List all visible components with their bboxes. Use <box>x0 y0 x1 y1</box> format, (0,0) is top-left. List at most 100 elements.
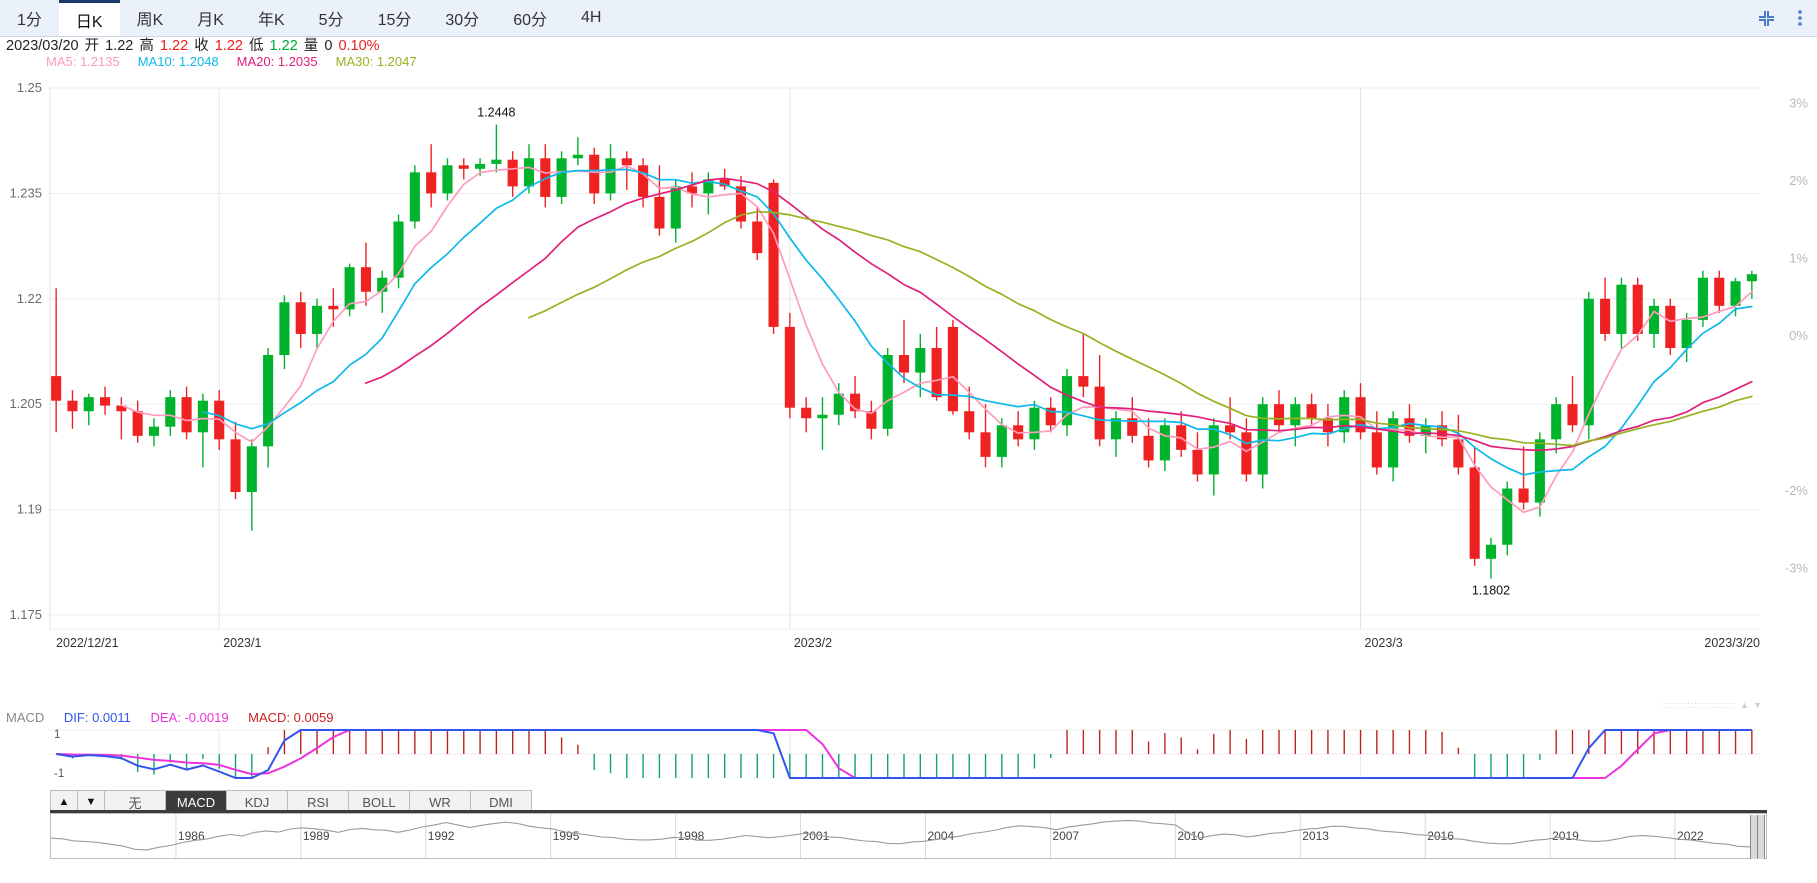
navigator-price-line <box>51 819 1751 851</box>
navigator-svg: 1986 1989 1992 1995 1998 2001 2004 2007 2010 2013… <box>51 814 1751 858</box>
candlestick <box>523 144 535 194</box>
macd-axis-label: 1 <box>54 729 60 741</box>
ma-legend-3: MA30: 1.2047 <box>335 54 417 69</box>
indicator-button-DMI[interactable]: DMI <box>471 791 531 813</box>
navigator-right-handle[interactable] <box>1750 815 1765 859</box>
macd-dea-value: DEA: -0.0019 <box>150 710 229 725</box>
ma-legend-0: MA5: 1.2135 <box>46 54 120 69</box>
tab-1分[interactable]: 1分 <box>17 12 42 29</box>
candlestick <box>393 214 404 289</box>
navigator-year-tick: 2013 <box>1302 829 1329 843</box>
candlestick <box>817 397 828 450</box>
macd-legend: MACD DIF: 0.0011 DEA: -0.0019 MACD: 0.00… <box>6 710 349 725</box>
candlestick <box>915 333 926 398</box>
more-vertical-icon[interactable] <box>1783 0 1817 36</box>
candlestick <box>279 295 290 370</box>
low-value: 1.22 <box>269 38 298 54</box>
indicator-button-RSI[interactable]: RSI <box>288 791 349 813</box>
candlestick <box>1453 414 1464 475</box>
tab-60分[interactable]: 60分 <box>513 12 547 29</box>
price-chart-svg: 1.25 1.235 1.22 1.205 1.19 1.175 3% 2% 1% 0% -2% -3… <box>9 80 1808 650</box>
candlestick <box>1665 298 1676 356</box>
close-value: 1.22 <box>214 38 243 54</box>
tabbar-spacer <box>618 0 1749 36</box>
y-axis-tick-right: 0% <box>1789 328 1808 343</box>
candlestick <box>686 172 698 208</box>
y-axis-tick-left: 1.235 <box>9 185 42 200</box>
tab-周K[interactable]: 周K <box>136 12 164 29</box>
candlestick <box>1746 270 1757 299</box>
navigator-year-tick: 1995 <box>553 829 580 843</box>
navigator-top-bar <box>50 810 1767 814</box>
candlestick <box>1355 383 1366 440</box>
candlestick <box>311 298 323 348</box>
scroll-hint[interactable]: ::::::::::::::::::::: ▲ ▼ <box>1663 700 1762 710</box>
indicator-button-KDJ[interactable]: KDJ <box>227 791 288 813</box>
ma-line-MA20 <box>365 177 1753 452</box>
candlestick <box>263 347 274 468</box>
tab-5分[interactable]: 5分 <box>318 12 344 29</box>
candlestick <box>1225 397 1236 440</box>
indicator-button-BOLL[interactable]: BOLL <box>349 791 410 813</box>
indicator-button-无[interactable]: 无 <box>105 791 166 813</box>
candlestick <box>1485 537 1497 579</box>
indicator-button-MACD[interactable]: MACD <box>166 791 227 813</box>
candlestick <box>784 312 795 419</box>
navigator-year-tick: 2001 <box>803 829 830 843</box>
collapse-icon[interactable] <box>1749 0 1783 36</box>
candlestick <box>1029 400 1040 450</box>
indicator-button-WR[interactable]: WR <box>410 791 471 813</box>
candlestick <box>931 326 942 401</box>
x-axis-tick: 2023/3/20 <box>1704 636 1760 650</box>
candlestick <box>1045 397 1056 433</box>
quote-date: 2023/03/20 <box>6 38 79 54</box>
candlestick <box>801 397 812 433</box>
tab-4H[interactable]: 4H <box>581 9 602 26</box>
navigator-year-tick: 1998 <box>678 829 705 843</box>
candlestick <box>866 400 877 440</box>
y-axis-tick-right: 3% <box>1789 96 1808 111</box>
scroll-down-icon[interactable]: ▼ <box>1753 700 1762 710</box>
candlestick <box>1567 376 1578 433</box>
indicator-button-▼[interactable]: ▼ <box>78 791 105 813</box>
y-axis-tick-left: 1.205 <box>9 396 42 411</box>
scroll-up-icon[interactable]: ▲ <box>1740 700 1750 710</box>
indicator-button-▲[interactable]: ▲ <box>51 791 78 813</box>
range-navigator[interactable]: 1986 1989 1992 1995 1998 2001 2004 2007 2010 2013… <box>50 813 1767 859</box>
tab-日K[interactable]: 日K <box>58 0 120 36</box>
candlestick <box>898 319 910 384</box>
navigator-year-tick: 2016 <box>1427 829 1454 843</box>
change-percent: 0.10% <box>338 38 380 54</box>
candlestick <box>703 172 714 215</box>
candlestick <box>1322 404 1333 447</box>
x-axis-tick: 2023/1 <box>223 636 261 650</box>
candlestick <box>67 390 78 429</box>
candlestick <box>1208 418 1219 496</box>
macd-panel[interactable]: 1 -1 <box>0 722 1817 786</box>
candlestick <box>1159 418 1170 471</box>
macd-macd-value: MACD: 0.0059 <box>248 710 334 725</box>
quote-info-line: 2023/03/20 开 1.22 高 1.22 收 1.22 低 1.22 量… <box>6 38 382 54</box>
ma-line-MA5 <box>120 165 1753 514</box>
y-axis-tick-right: 2% <box>1789 173 1808 188</box>
candlestick <box>719 168 730 190</box>
candlestick <box>148 418 160 447</box>
candlestick <box>980 404 991 468</box>
tab-15分[interactable]: 15分 <box>377 12 412 29</box>
tab-年K[interactable]: 年K <box>257 12 285 29</box>
price-chart-panel[interactable]: 1.25 1.235 1.22 1.205 1.19 1.175 3% 2% 1% 0% -2% -3… <box>0 70 1817 695</box>
open-label: 开 <box>84 38 100 54</box>
candlestick <box>1143 418 1154 468</box>
candlestick <box>442 158 453 201</box>
candlestick <box>1600 277 1611 341</box>
ma-legend-1: MA10: 1.2048 <box>137 54 219 69</box>
macd-axis-label: -1 <box>54 768 64 780</box>
timeframe-tab-bar[interactable]: 1分 日K 周K 月K 年K 5分 15分 30分 60分 4H <box>0 0 1817 37</box>
candlestick <box>947 319 958 415</box>
candlestick <box>181 386 192 440</box>
macd-dif-line <box>56 729 1752 779</box>
low-annotation: 1.1802 <box>1472 583 1510 597</box>
tab-月K[interactable]: 月K <box>197 12 224 29</box>
candlestick <box>230 421 241 500</box>
tab-30分[interactable]: 30分 <box>445 12 480 29</box>
